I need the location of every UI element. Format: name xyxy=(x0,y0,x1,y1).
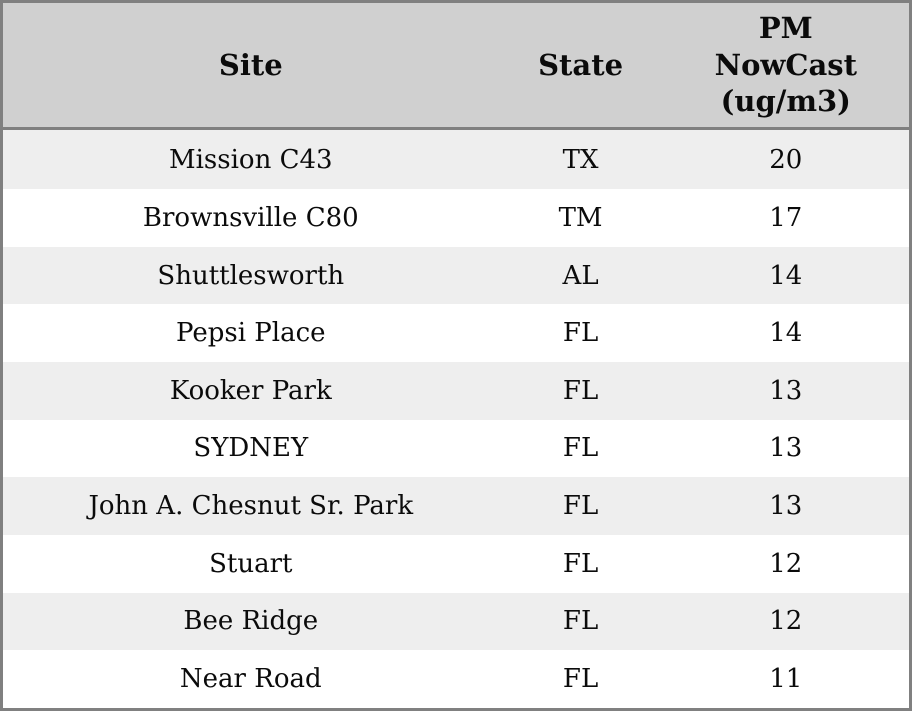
cell-site: Pepsi Place xyxy=(176,318,326,349)
cell-site: SYDNEY xyxy=(193,433,309,464)
cell-site: Near Road xyxy=(179,664,322,695)
cell-state: FL xyxy=(562,606,599,637)
table-row: Kooker Park FL 13 xyxy=(3,362,909,420)
cell-pm-nowcast: 13 xyxy=(769,375,803,406)
cell-site: Shuttlesworth xyxy=(157,260,345,291)
column-header-pm-nowcast: PM NowCast (ug/m3) xyxy=(662,3,909,130)
column-header-site: Site xyxy=(3,3,499,130)
cell-state: FL xyxy=(562,433,599,464)
table-header: Site State PM NowCast (ug/m3) xyxy=(3,3,909,130)
cell-pm-nowcast: 20 xyxy=(769,144,803,175)
column-header-state: State xyxy=(498,3,663,130)
cell-state: FL xyxy=(562,318,599,349)
cell-site: Mission C43 xyxy=(168,144,333,175)
cell-pm-nowcast: 14 xyxy=(769,318,803,349)
cell-pm-nowcast: 17 xyxy=(769,202,803,233)
cell-pm-nowcast: 14 xyxy=(769,260,803,291)
cell-pm-nowcast: 12 xyxy=(769,606,803,637)
table-row: Pepsi Place FL 14 xyxy=(3,304,909,362)
table-row: Bee Ridge FL 12 xyxy=(3,592,909,651)
table-body: Mission C43 TX 20 Brownsville C80 TM 17 … xyxy=(3,128,909,708)
cell-state: FL xyxy=(562,491,599,522)
cell-pm-nowcast: 12 xyxy=(769,548,803,579)
cell-pm-nowcast: 13 xyxy=(769,491,803,522)
pm-nowcast-table: Site State PM NowCast (ug/m3) Mission C4… xyxy=(3,3,909,708)
table-row: SYDNEY FL 13 xyxy=(3,419,909,478)
table-row: Brownsville C80 TM 17 xyxy=(3,189,909,247)
cell-pm-nowcast: 13 xyxy=(769,433,803,464)
cell-state: TX xyxy=(562,144,599,175)
cell-site: John A. Chesnut Sr. Park xyxy=(88,491,414,522)
table-row: Stuart FL 12 xyxy=(3,534,909,593)
cell-site: Brownsville C80 xyxy=(142,202,359,233)
cell-state: TM xyxy=(558,202,603,233)
cell-site: Bee Ridge xyxy=(183,606,319,637)
cell-state: FL xyxy=(562,375,599,406)
table-row: Mission C43 TX 20 xyxy=(3,128,909,190)
table-row: John A. Chesnut Sr. Park FL 13 xyxy=(3,477,909,535)
cell-state: AL xyxy=(562,260,599,291)
table-row: Near Road FL 11 xyxy=(3,650,909,708)
table-row: Shuttlesworth AL 14 xyxy=(3,246,909,305)
cell-site: Kooker Park xyxy=(169,375,332,406)
cell-pm-nowcast: 11 xyxy=(769,664,803,695)
cell-site: Stuart xyxy=(209,548,293,579)
cell-state: FL xyxy=(562,664,599,695)
cell-state: FL xyxy=(562,548,599,579)
header-row: Site State PM NowCast (ug/m3) xyxy=(3,3,909,130)
